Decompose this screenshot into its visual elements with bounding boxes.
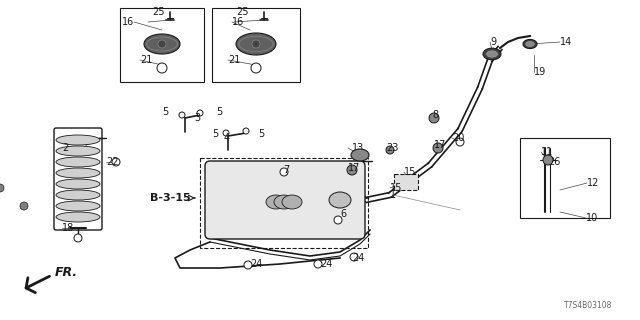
Text: 22: 22 bbox=[106, 157, 118, 167]
Circle shape bbox=[429, 113, 439, 123]
Circle shape bbox=[386, 146, 394, 154]
Text: 26: 26 bbox=[548, 157, 561, 167]
Text: B-3-15: B-3-15 bbox=[150, 193, 191, 203]
Bar bbox=[520, 138, 610, 218]
Ellipse shape bbox=[56, 135, 100, 145]
Text: 5: 5 bbox=[162, 107, 168, 117]
Ellipse shape bbox=[282, 195, 302, 209]
Text: 16: 16 bbox=[122, 17, 134, 27]
Text: 24: 24 bbox=[352, 253, 364, 263]
Circle shape bbox=[456, 138, 464, 146]
Circle shape bbox=[157, 63, 167, 73]
Circle shape bbox=[243, 128, 249, 134]
Text: 5: 5 bbox=[216, 107, 222, 117]
Text: 19: 19 bbox=[534, 67, 547, 77]
Ellipse shape bbox=[56, 201, 100, 211]
Ellipse shape bbox=[486, 51, 497, 57]
Text: 21: 21 bbox=[228, 55, 241, 65]
Bar bbox=[120, 8, 204, 82]
Circle shape bbox=[252, 40, 260, 48]
Circle shape bbox=[197, 110, 203, 116]
Text: 8: 8 bbox=[432, 110, 438, 120]
Text: 9: 9 bbox=[490, 37, 496, 47]
Ellipse shape bbox=[526, 42, 534, 46]
Ellipse shape bbox=[144, 34, 180, 54]
Circle shape bbox=[179, 112, 185, 118]
Text: 10: 10 bbox=[586, 213, 598, 223]
Text: 1: 1 bbox=[390, 190, 396, 200]
Circle shape bbox=[20, 202, 28, 210]
Text: 11: 11 bbox=[541, 147, 553, 157]
Text: 17: 17 bbox=[348, 163, 360, 173]
Text: 24: 24 bbox=[320, 259, 332, 269]
Text: 16: 16 bbox=[232, 17, 244, 27]
Ellipse shape bbox=[56, 146, 100, 156]
Text: T7S4B03108: T7S4B03108 bbox=[564, 301, 612, 310]
Circle shape bbox=[223, 130, 229, 136]
Ellipse shape bbox=[523, 39, 537, 49]
Text: 24: 24 bbox=[250, 259, 262, 269]
Ellipse shape bbox=[56, 190, 100, 200]
Circle shape bbox=[112, 158, 120, 166]
Ellipse shape bbox=[329, 192, 351, 208]
Text: 14: 14 bbox=[560, 37, 572, 47]
Text: 20: 20 bbox=[452, 133, 465, 143]
Circle shape bbox=[280, 168, 288, 176]
Text: 17: 17 bbox=[434, 140, 446, 150]
Text: 15: 15 bbox=[404, 167, 417, 177]
Text: 5: 5 bbox=[258, 129, 264, 139]
Circle shape bbox=[74, 234, 82, 242]
Ellipse shape bbox=[266, 195, 286, 209]
Bar bbox=[212, 8, 300, 82]
Text: 18: 18 bbox=[62, 223, 74, 233]
Circle shape bbox=[158, 40, 166, 48]
Text: 5: 5 bbox=[212, 129, 218, 139]
Circle shape bbox=[251, 63, 261, 73]
Ellipse shape bbox=[56, 157, 100, 167]
Ellipse shape bbox=[56, 179, 100, 189]
Circle shape bbox=[0, 184, 4, 192]
Text: 25: 25 bbox=[152, 7, 164, 17]
Bar bbox=[200, 158, 368, 248]
Circle shape bbox=[350, 253, 358, 261]
Text: FR.: FR. bbox=[55, 266, 78, 278]
Ellipse shape bbox=[274, 195, 294, 209]
Text: 3: 3 bbox=[194, 113, 200, 123]
Text: 6: 6 bbox=[340, 209, 346, 219]
Circle shape bbox=[433, 143, 443, 153]
Text: 7: 7 bbox=[283, 165, 289, 175]
Text: 23: 23 bbox=[386, 143, 398, 153]
Circle shape bbox=[543, 155, 553, 165]
Text: 2: 2 bbox=[62, 143, 68, 153]
Text: 25: 25 bbox=[236, 7, 248, 17]
Ellipse shape bbox=[56, 168, 100, 178]
Ellipse shape bbox=[351, 149, 369, 161]
Ellipse shape bbox=[56, 212, 100, 222]
Text: 15: 15 bbox=[390, 183, 403, 193]
Text: 21: 21 bbox=[140, 55, 152, 65]
Bar bbox=[394, 174, 418, 190]
Ellipse shape bbox=[483, 48, 501, 60]
Circle shape bbox=[334, 216, 342, 224]
Text: 4: 4 bbox=[224, 133, 230, 143]
Circle shape bbox=[347, 165, 357, 175]
Text: 12: 12 bbox=[587, 178, 600, 188]
FancyBboxPatch shape bbox=[205, 161, 365, 239]
Text: 13: 13 bbox=[352, 143, 364, 153]
Circle shape bbox=[314, 260, 322, 268]
Ellipse shape bbox=[236, 33, 276, 55]
Circle shape bbox=[244, 261, 252, 269]
